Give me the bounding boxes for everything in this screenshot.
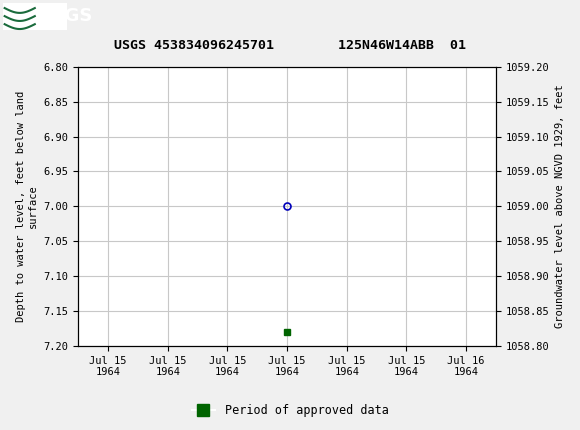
Bar: [3, 3, 67, 30]
Y-axis label: Depth to water level, feet below land
surface: Depth to water level, feet below land su…: [16, 91, 38, 322]
Y-axis label: Groundwater level above NGVD 1929, feet: Groundwater level above NGVD 1929, feet: [555, 85, 565, 328]
Text: USGS: USGS: [38, 7, 93, 25]
Text: USGS 453834096245701        125N46W14ABB  01: USGS 453834096245701 125N46W14ABB 01: [114, 39, 466, 52]
Legend: Period of approved data: Period of approved data: [187, 399, 393, 422]
